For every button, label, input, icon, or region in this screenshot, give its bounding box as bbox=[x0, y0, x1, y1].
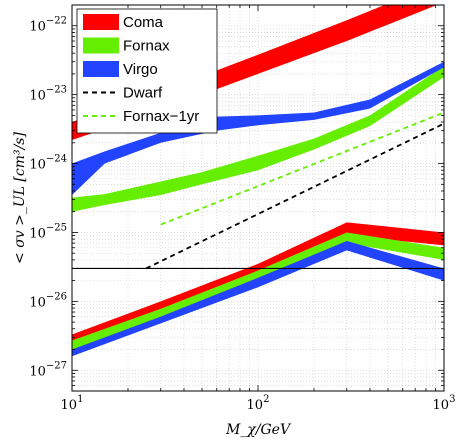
y-tick-exponent: −23 bbox=[46, 85, 67, 96]
y-tick-base: 10 bbox=[29, 226, 46, 241]
axis-labels: M_χ/GeV < σv >_UL [cm³/s] bbox=[12, 132, 292, 438]
x-axis-label: M_χ/GeV bbox=[225, 422, 292, 438]
y-tick-label: 10−24 bbox=[29, 154, 67, 173]
y-tick-exponent: −24 bbox=[46, 154, 67, 165]
y-axis-label: < σv >_UL [cm³/s] bbox=[12, 132, 28, 264]
y-tick-label: 10−27 bbox=[29, 360, 67, 379]
y-tick-exponent: −27 bbox=[46, 360, 67, 371]
y-tick-label: 10−22 bbox=[29, 16, 67, 35]
x-tick-base: 10 bbox=[433, 398, 450, 413]
y-tick-exponent: −25 bbox=[46, 222, 67, 233]
legend-swatch-coma bbox=[83, 14, 119, 30]
y-tick-base: 10 bbox=[29, 20, 46, 35]
x-tick-exponent: 1 bbox=[77, 394, 83, 405]
legend-label-dwarf: Dwarf bbox=[123, 85, 163, 102]
legend: Coma Fornax Virgo Dwarf Fornax−1yr bbox=[76, 8, 218, 134]
y-tick-exponent: −22 bbox=[46, 16, 67, 27]
y-tick-label: 10−23 bbox=[29, 85, 67, 104]
x-tick-label: 101 bbox=[61, 394, 84, 413]
legend-swatch-fornax bbox=[83, 37, 119, 54]
y-tick-exponent: −26 bbox=[46, 291, 67, 302]
y-tick-base: 10 bbox=[29, 89, 46, 104]
x-tick-label: 102 bbox=[247, 394, 270, 413]
legend-label-fornax: Fornax bbox=[123, 38, 170, 55]
y-tick-base: 10 bbox=[29, 295, 46, 310]
x-tick-exponent: 3 bbox=[449, 394, 455, 405]
legend-swatch-virgo bbox=[83, 61, 119, 77]
legend-label-coma: Coma bbox=[123, 14, 164, 31]
x-tick-label: 103 bbox=[433, 394, 456, 413]
y-tick-label: 10−26 bbox=[29, 291, 67, 310]
x-tick-exponent: 2 bbox=[263, 394, 269, 405]
y-tick-base: 10 bbox=[29, 158, 46, 173]
band-fornax bbox=[72, 232, 444, 352]
y-tick-base: 10 bbox=[29, 364, 46, 379]
legend-label-fornax-1yr: Fornax−1yr bbox=[123, 108, 199, 125]
line-dwarf bbox=[145, 122, 444, 270]
x-tick-base: 10 bbox=[247, 398, 264, 413]
band-fornax bbox=[72, 66, 444, 212]
y-tick-label: 10−25 bbox=[29, 222, 67, 241]
band-coma bbox=[72, 222, 444, 346]
lines-layer bbox=[72, 111, 444, 270]
legend-label-virgo: Virgo bbox=[123, 61, 158, 78]
x-tick-base: 10 bbox=[61, 398, 78, 413]
line-fornax-1yr bbox=[160, 111, 444, 226]
